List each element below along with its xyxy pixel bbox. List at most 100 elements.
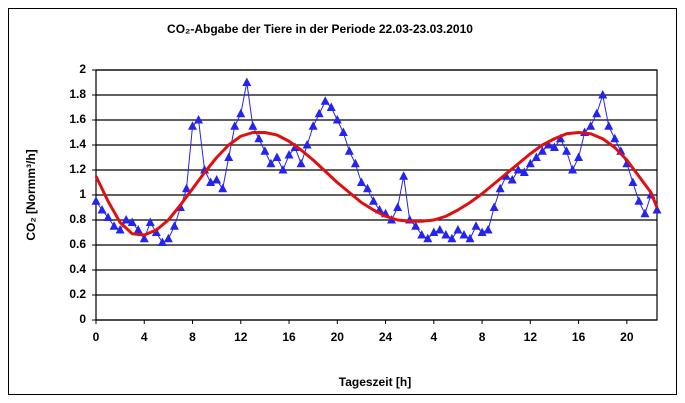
data-point (435, 225, 445, 234)
x-tick-label: 20 (331, 330, 345, 344)
y-tick-label: 0.6 (69, 237, 86, 251)
data-point (326, 102, 336, 111)
data-point (447, 233, 457, 243)
y-tick-label: 2 (79, 62, 86, 76)
data-point (555, 133, 565, 143)
data-line (95, 82, 658, 244)
data-point (242, 77, 252, 86)
x-tick-label: 24 (379, 330, 393, 344)
data-point (139, 233, 149, 243)
y-tick-label: 1 (79, 187, 86, 201)
data-point (562, 146, 572, 155)
y-tick-label: 1.8 (69, 87, 86, 101)
data-point (266, 158, 276, 168)
data-point (568, 165, 578, 174)
data-point (549, 142, 559, 151)
data-point (103, 212, 113, 221)
data-point (411, 221, 421, 230)
x-tick-label: 4 (141, 330, 148, 344)
y-tick-label: 0.8 (69, 212, 86, 226)
data-point (453, 225, 463, 234)
data-point (272, 152, 282, 161)
data-point (441, 230, 451, 239)
data-point (604, 121, 614, 130)
x-tick-label: 8 (189, 330, 196, 344)
y-axis-label: CO₂ [Normm³/h] (24, 149, 38, 240)
data-point (296, 158, 306, 168)
y-tick-label: 1.2 (69, 162, 86, 176)
data-point (254, 133, 264, 143)
chart-title: CO₂-Abgabe der Tiere in der Periode 22.0… (167, 22, 473, 36)
data-point (483, 225, 493, 234)
data-point (218, 183, 228, 193)
data-point (417, 230, 427, 239)
data-point (362, 183, 372, 193)
data-point (525, 158, 535, 168)
data-point (97, 205, 107, 214)
x-tick-label: 16 (572, 330, 586, 344)
data-point (206, 177, 216, 186)
data-point (531, 152, 541, 161)
data-point (574, 152, 584, 161)
data-point (308, 121, 318, 130)
data-point (338, 127, 348, 136)
y-tick-label: 0 (79, 312, 86, 326)
data-point (127, 217, 137, 226)
x-tick-label: 16 (282, 330, 296, 344)
data-point (91, 196, 101, 205)
data-point (332, 115, 342, 124)
data-point (188, 121, 198, 130)
data-point (543, 140, 553, 149)
data-point (592, 108, 602, 118)
x-axis-label: Tageszeit [h] (339, 375, 411, 389)
data-point (356, 177, 366, 186)
fit-line (94, 131, 659, 237)
data-point (344, 146, 354, 155)
x-tick-label: 0 (93, 330, 100, 344)
x-tick-label: 12 (524, 330, 538, 344)
data-point (634, 196, 644, 205)
data-point (423, 233, 433, 243)
data-point (230, 121, 240, 130)
data-point (115, 225, 125, 234)
data-point (628, 177, 638, 186)
data-point (471, 221, 481, 230)
data-point (652, 205, 662, 214)
data-point (121, 215, 131, 224)
y-tick-label: 1.4 (69, 137, 86, 151)
data-point (248, 121, 258, 130)
data-point (495, 183, 505, 193)
data-point (157, 237, 167, 246)
y-tick-label: 0.2 (69, 287, 86, 301)
data-point (278, 165, 288, 174)
data-point (586, 121, 596, 130)
data-point (465, 233, 475, 243)
data-point (224, 152, 234, 161)
data-point (169, 221, 179, 230)
data-point (151, 227, 161, 236)
x-tick-label: 20 (620, 330, 634, 344)
x-tick-label: 8 (479, 330, 486, 344)
x-tick-label: 12 (234, 330, 248, 344)
data-point (477, 227, 487, 236)
data-point (145, 217, 155, 226)
data-point (314, 108, 324, 118)
data-point (519, 167, 529, 176)
data-point (260, 146, 270, 155)
data-point (399, 171, 409, 180)
data-point (163, 233, 173, 243)
data-point (598, 90, 608, 99)
x-tick-label: 4 (430, 330, 437, 344)
data-point (489, 202, 499, 211)
data-point (513, 165, 523, 174)
plot-area (95, 69, 658, 321)
data-point (393, 202, 403, 211)
data-point (459, 230, 469, 239)
data-point (236, 108, 246, 118)
data-point (429, 227, 439, 236)
data-point (610, 133, 620, 143)
data-point (507, 175, 517, 184)
y-tick-label: 0.4 (69, 262, 86, 276)
data-point (537, 146, 547, 155)
